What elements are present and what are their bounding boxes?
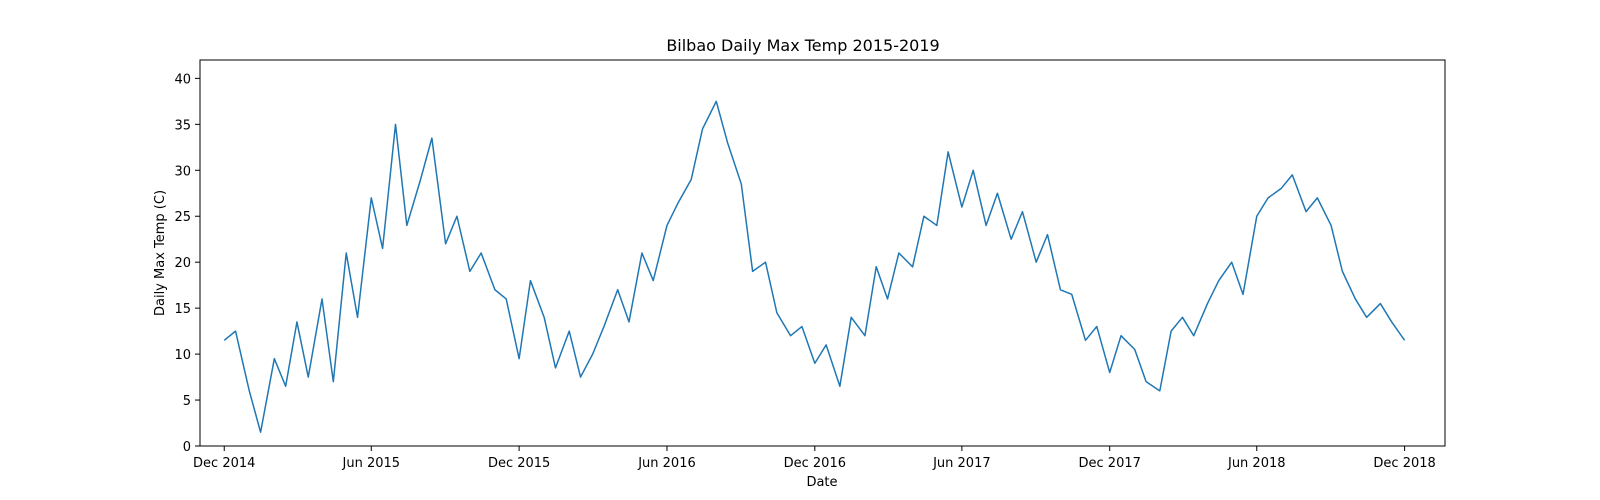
x-tick-label: Jun 2018 bbox=[1227, 456, 1286, 471]
y-tick-label: 35 bbox=[174, 118, 191, 133]
y-tick-label: 15 bbox=[174, 302, 191, 317]
x-axis: Dec 2014 Jun 2015 Dec 2015 Jun 2016 Dec 2016… bbox=[193, 446, 1436, 471]
plot-frame bbox=[199, 59, 1446, 447]
y-tick-label: 10 bbox=[174, 348, 191, 363]
y-tick-label: 0 bbox=[183, 440, 191, 455]
y-axis-label: Daily Max Temp (C) bbox=[153, 190, 168, 316]
x-tick-label: Dec 2016 bbox=[784, 456, 846, 471]
x-tick-label: Jun 2017 bbox=[932, 456, 991, 471]
series-line-0 bbox=[223, 100, 1406, 433]
x-tick-label: Dec 2014 bbox=[193, 456, 255, 471]
x-tick-label: Dec 2017 bbox=[1079, 456, 1141, 471]
y-tick-label: 25 bbox=[174, 210, 191, 225]
y-tick-label: 20 bbox=[174, 256, 191, 271]
y-tick-label: 40 bbox=[174, 72, 191, 87]
x-tick-label: Dec 2018 bbox=[1373, 456, 1435, 471]
x-tick-label: Dec 2015 bbox=[488, 456, 550, 471]
x-axis-label: Date bbox=[806, 475, 837, 490]
chart-title: Bilbao Daily Max Temp 2015-2019 bbox=[666, 36, 939, 55]
y-axis: 0 5 10 15 20 25 30 35 40 bbox=[174, 72, 200, 455]
series-layer bbox=[223, 100, 1406, 433]
x-tick-label: Jun 2016 bbox=[637, 456, 696, 471]
x-tick-label: Jun 2015 bbox=[342, 456, 401, 471]
y-tick-label: 5 bbox=[183, 394, 191, 409]
y-tick-label: 30 bbox=[174, 164, 191, 179]
